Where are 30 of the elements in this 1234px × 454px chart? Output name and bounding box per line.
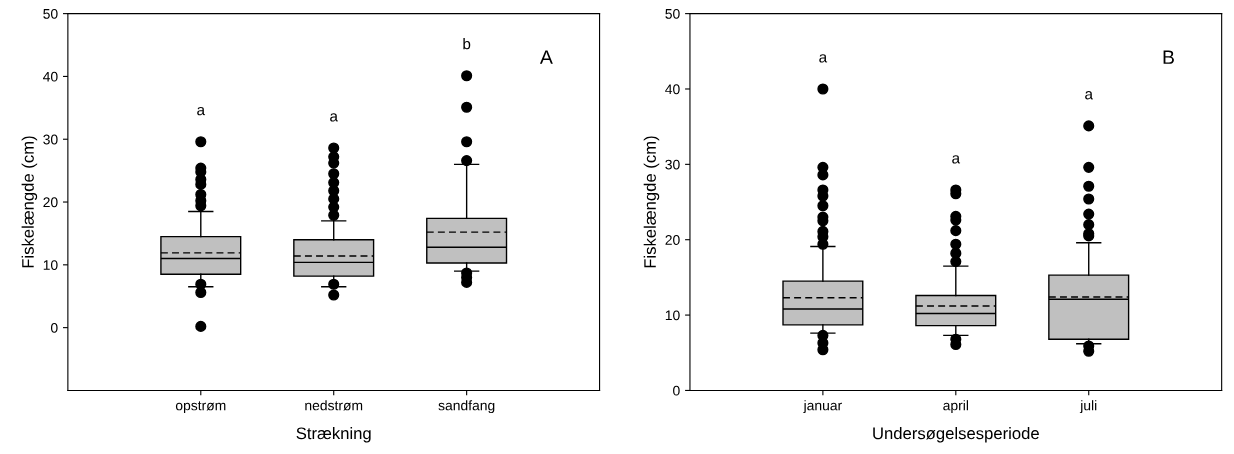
x-tick-label: april: [943, 400, 968, 414]
x-axis-title: Strækning: [296, 427, 371, 443]
x-tick-label: juli: [1079, 400, 1097, 414]
y-axis-title: Fiskelængde (cm): [21, 136, 38, 268]
annotation: a: [330, 113, 338, 122]
annotation: B: [1163, 50, 1174, 64]
annotation: b: [463, 38, 471, 50]
x-tick-label: sandfang: [438, 400, 495, 414]
x-tick-label: nedstrøm: [305, 400, 363, 411]
y-tick-label: 30: [665, 159, 680, 170]
y-tick-label: 20: [665, 235, 680, 245]
y-tick-label: 50: [43, 8, 58, 19]
y-tick-label: 10: [665, 310, 680, 321]
annotation: a: [1085, 91, 1093, 100]
x-tick-label: opstrøm: [175, 401, 226, 414]
y-tick-label: 0: [673, 385, 680, 396]
y-tick-label: 30: [43, 134, 58, 145]
annotation: a: [952, 155, 961, 164]
y-tick-label: 20: [43, 197, 58, 208]
y-tick-label: 40: [43, 71, 58, 82]
y-axis-title: Fiskelængde (cm): [643, 136, 660, 268]
annotation: a: [819, 54, 828, 63]
y-tick-label: 10: [43, 260, 58, 270]
x-axis-title: Undersøgelsesperiode: [873, 427, 1039, 443]
y-tick-label: 50: [665, 8, 680, 19]
annotation: a: [197, 106, 206, 116]
annotation: A: [539, 50, 553, 64]
y-tick-label: 40: [665, 84, 680, 95]
x-tick-label: januar: [803, 400, 842, 414]
y-tick-label: 0: [50, 322, 58, 333]
